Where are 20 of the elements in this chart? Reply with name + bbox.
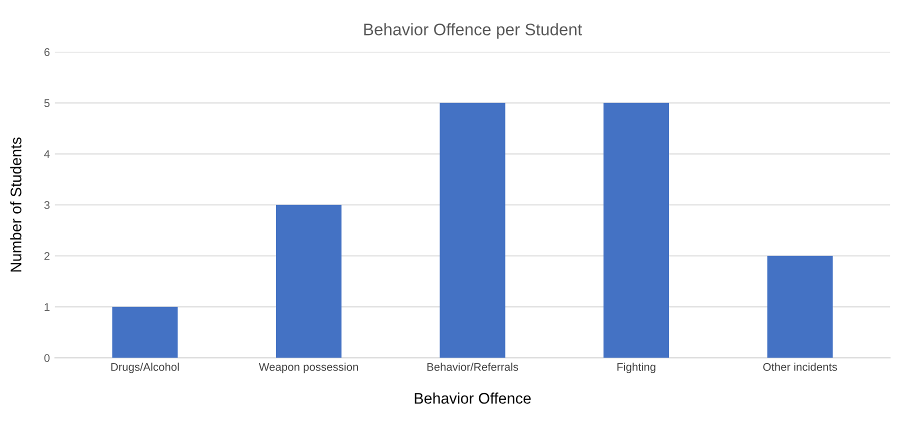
y-tick-label: 3 [44, 201, 50, 210]
y-tick-label: 5 [44, 99, 50, 108]
y-tick-label: 0 [44, 354, 50, 362]
y-tick-label: 4 [44, 150, 50, 158]
bar [112, 306, 178, 358]
x-axis-title: Behavior Offence [414, 392, 531, 404]
y-tick-label: 2 [44, 252, 50, 260]
bar [276, 204, 342, 358]
bar [440, 102, 506, 358]
x-tick-label: Behavior/Referrals [427, 362, 518, 371]
y-tick-label: 6 [44, 48, 50, 56]
y-axis-title: Number of Students [10, 137, 22, 272]
y-tick-label: 1 [44, 303, 50, 311]
bar [767, 256, 833, 358]
x-tick-label: Other incidents [763, 362, 837, 371]
chart-title: Behavior Offence per Student [364, 23, 582, 39]
bar [604, 102, 670, 358]
x-tick-label: Weapon possession [258, 362, 358, 374]
x-tick-label: Drugs/Alcohol [111, 362, 179, 374]
x-tick-label: Fighting [617, 362, 656, 374]
